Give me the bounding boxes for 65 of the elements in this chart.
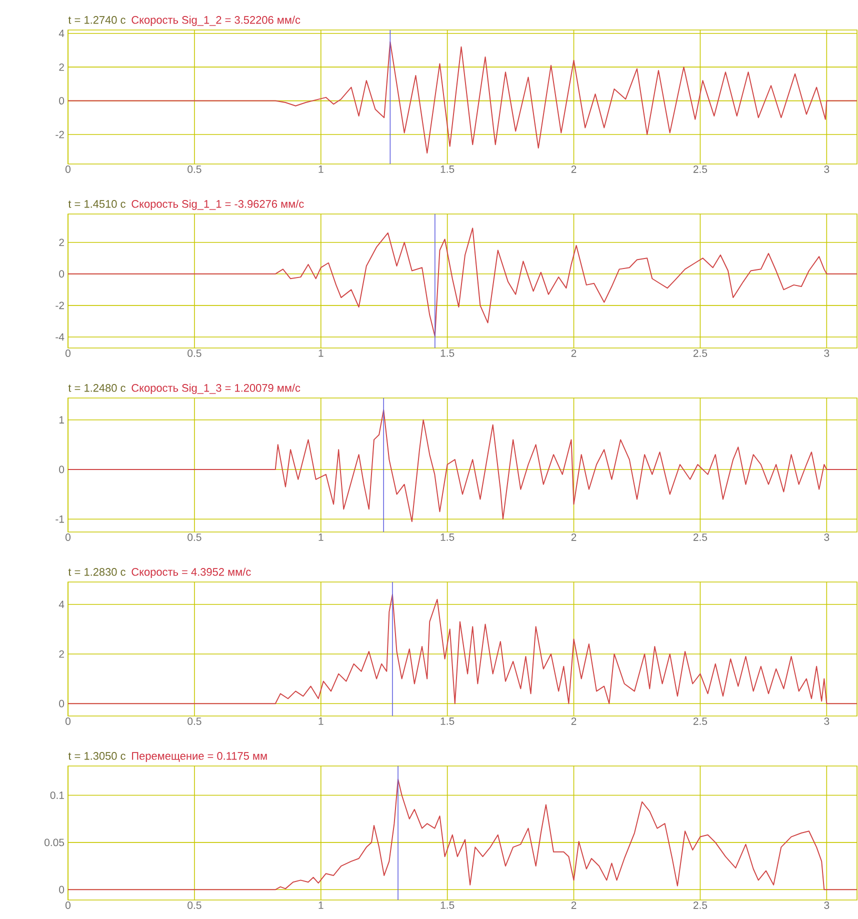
x-tick-label: 1.5 (441, 166, 454, 173)
chart-subtitle: Перемещение = 0.1175 мм (132, 752, 268, 762)
y-tick-label: -2 (56, 302, 64, 310)
x-tick-label: 0 (66, 718, 71, 725)
y-tick-label: 2 (59, 63, 64, 71)
x-tick-label: 0 (66, 534, 71, 541)
x-tick-label: 2 (572, 350, 576, 357)
x-tick-label: 3 (824, 166, 830, 173)
x-tick-label: 3 (824, 534, 830, 541)
x-tick-label: 3 (824, 718, 830, 725)
x-tick-label: 2.5 (694, 902, 708, 909)
y-tick-label: 2 (59, 238, 64, 246)
y-tick-label: 4 (59, 30, 64, 37)
chart-subtitle: Скорость Sig_1_1 = -3.96276 мм/с (132, 200, 304, 210)
x-tick-label: 1.5 (441, 902, 454, 909)
y-tick-label: -2 (56, 130, 64, 138)
x-tick-label: 0.5 (188, 534, 202, 541)
x-tick-label: 0 (66, 166, 71, 173)
y-tick-label: -4 (56, 333, 64, 341)
x-tick-label: 1 (319, 350, 324, 357)
x-tick-label: 2.5 (694, 350, 708, 357)
chart-title: t = 1.4510 с (68, 200, 126, 208)
y-tick-label: 0.05 (44, 838, 64, 846)
x-tick-label: 1.5 (441, 718, 454, 725)
x-tick-label: 0.5 (188, 166, 202, 173)
x-tick-label: 1.5 (441, 534, 454, 541)
y-tick-label: 0 (59, 886, 64, 894)
y-tick-label: -1 (56, 516, 64, 523)
x-tick-label: 2.5 (694, 718, 708, 725)
x-tick-label: 0 (66, 902, 71, 909)
chart-title: t = 1.2480 с (68, 384, 126, 392)
chart-title: t = 1.3050 с (68, 752, 126, 760)
chart-title: t = 1.2740 с (68, 16, 126, 24)
chart-subtitle: Скорость Sig_1_2 = 3.52206 мм/с (132, 16, 300, 26)
x-tick-label: 2.5 (694, 534, 708, 541)
x-tick-label: 2 (572, 902, 576, 909)
y-tick-label: 0 (59, 97, 64, 105)
line-series (68, 228, 858, 337)
x-tick-label: 0.5 (188, 902, 202, 909)
y-tick-label: 4 (59, 600, 64, 608)
chart-subtitle: Скорость Sig_1_3 = 1.20079 мм/с (132, 384, 300, 394)
x-tick-label: 2 (572, 534, 576, 541)
line-series (68, 594, 858, 704)
y-tick-label: 0.1 (50, 792, 64, 799)
x-tick-label: 1 (319, 166, 324, 173)
y-tick-label: 0 (59, 700, 64, 708)
x-tick-label: 0.5 (188, 350, 202, 357)
line-series (68, 41, 858, 154)
x-tick-label: 1 (319, 534, 324, 541)
x-tick-label: 1 (319, 902, 324, 909)
x-tick-label: 3 (824, 350, 830, 357)
x-tick-label: 0.5 (188, 718, 202, 725)
x-tick-label: 2 (572, 166, 576, 173)
x-tick-label: 1.5 (441, 350, 454, 357)
x-tick-label: 0 (66, 350, 71, 357)
y-tick-label: 0 (59, 270, 64, 278)
y-tick-label: 0 (59, 466, 64, 474)
chart-subtitle: Скорость = 4.3952 мм/с (132, 568, 252, 578)
y-tick-label: 1 (60, 416, 64, 424)
x-tick-label: 1 (319, 718, 324, 725)
chart-title: t = 1.2830 с (68, 568, 126, 576)
x-tick-label: 2.5 (694, 166, 708, 173)
y-tick-label: 2 (59, 650, 64, 658)
x-tick-label: 2 (572, 718, 576, 725)
x-tick-label: 3 (824, 902, 830, 909)
